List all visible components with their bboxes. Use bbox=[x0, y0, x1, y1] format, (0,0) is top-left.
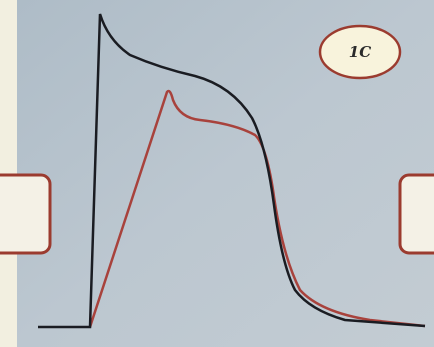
diagram: 1C bbox=[0, 0, 434, 347]
page: 1C (() => { const data = JSON.parse(docu… bbox=[0, 0, 434, 347]
left-box bbox=[0, 175, 50, 253]
right-box bbox=[400, 175, 434, 253]
class-label: 1C bbox=[349, 43, 371, 61]
